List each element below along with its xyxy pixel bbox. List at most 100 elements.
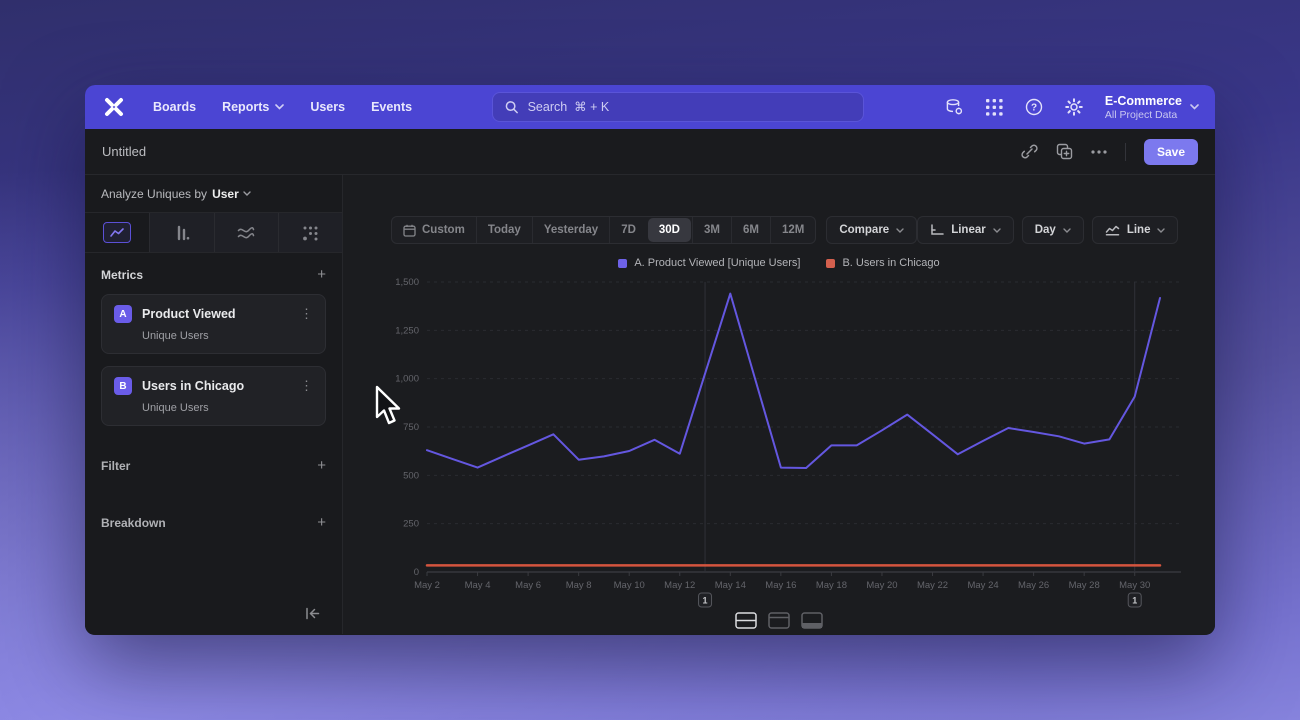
search-bar[interactable] — [492, 92, 865, 122]
data-management-icon[interactable] — [945, 98, 964, 117]
metric-badge-b: B — [114, 377, 132, 395]
analyze-entity-selector[interactable]: User — [212, 187, 251, 201]
nav-item-reports[interactable]: Reports — [222, 100, 285, 114]
svg-text:May 22: May 22 — [917, 580, 948, 591]
nav-item-users[interactable]: Users — [310, 100, 345, 114]
legend-item-b[interactable]: B. Users in Chicago — [826, 257, 940, 269]
chart-type-label: Line — [1126, 224, 1151, 236]
svg-text:750: 750 — [403, 422, 419, 433]
app-window: Boards Reports Users Events ? — [85, 85, 1215, 635]
apps-grid-icon[interactable] — [985, 98, 1003, 116]
chevron-down-icon — [993, 227, 1001, 233]
compare-button[interactable]: Compare — [826, 216, 918, 244]
range-12m[interactable]: 12M — [769, 217, 815, 243]
legend-label: B. Users in Chicago — [842, 257, 940, 269]
nav-item-label: Users — [310, 100, 346, 114]
date-range-group: Custom Today Yesterday 7D 30D 3M 6M 12M — [391, 216, 817, 244]
viz-tab-line-selected[interactable] — [85, 213, 149, 252]
visualization-tabs — [85, 213, 342, 253]
svg-text:May 20: May 20 — [866, 580, 897, 591]
interval-label: Day — [1034, 224, 1056, 236]
svg-text:May 24: May 24 — [967, 580, 998, 591]
analyze-row: Analyze Uniques by User — [85, 175, 342, 213]
metric-name: Product Viewed — [142, 307, 236, 321]
metric-card-a[interactable]: A Product Viewed ⋮ Unique Users — [101, 294, 326, 354]
add-metric-button[interactable]: + — [317, 266, 326, 283]
line-chart-icon — [103, 222, 132, 243]
calendar-icon — [403, 224, 416, 237]
range-today[interactable]: Today — [475, 217, 532, 243]
range-3m[interactable]: 3M — [692, 217, 731, 243]
search-icon — [506, 101, 519, 114]
project-name: E-Commerce — [1104, 93, 1182, 108]
svg-text:May 6: May 6 — [515, 580, 541, 591]
chevron-down-icon — [1190, 104, 1199, 110]
svg-text:May 2: May 2 — [414, 580, 440, 591]
range-30d-selected[interactable]: 30D — [647, 218, 691, 242]
metrics-section: Metrics + A Product Viewed ⋮ Unique User… — [85, 253, 342, 426]
nav-item-events[interactable]: Events — [371, 100, 412, 114]
analyze-label: Analyze Uniques by — [101, 186, 208, 201]
metric-subtitle[interactable]: Unique Users — [142, 330, 209, 342]
viz-tab-flows[interactable] — [213, 213, 278, 252]
metric-badge-a: A — [114, 305, 132, 323]
range-yesterday[interactable]: Yesterday — [531, 217, 609, 243]
nav-item-label: Events — [371, 100, 413, 114]
duplicate-icon[interactable] — [1056, 143, 1073, 160]
viz-tab-bar[interactable] — [149, 213, 214, 252]
layout-bottom-icon[interactable] — [801, 612, 823, 629]
more-options-icon[interactable] — [1091, 149, 1107, 154]
copy-link-icon[interactable] — [1021, 143, 1038, 160]
chart-toolbar: Custom Today Yesterday 7D 30D 3M 6M 12M … — [391, 216, 1179, 244]
chart-type-dropdown[interactable]: Line — [1091, 216, 1179, 244]
range-label: Custom — [422, 224, 465, 236]
search-input[interactable] — [527, 100, 852, 114]
layout-split-icon[interactable] — [735, 612, 757, 629]
compare-label: Compare — [839, 224, 890, 236]
help-icon[interactable]: ? — [1025, 98, 1043, 116]
interval-dropdown[interactable]: Day — [1021, 216, 1084, 244]
range-7d[interactable]: 7D — [609, 217, 647, 243]
save-button[interactable]: Save — [1143, 138, 1198, 165]
breakdown-section: Breakdown + — [85, 501, 342, 530]
scale-dropdown[interactable]: Linear — [917, 216, 1014, 244]
axis-scale-icon — [931, 224, 944, 235]
svg-text:May 18: May 18 — [816, 580, 847, 591]
project-subtitle: All Project Data — [1104, 108, 1178, 121]
query-sidebar: Analyze Uniques by User — [85, 175, 343, 634]
line-chart[interactable]: 0 250 500 750 1,000 1,250 1,500 May 2 May 4 May 6… — [343, 265, 1215, 617]
range-custom[interactable]: Custom — [392, 217, 476, 243]
layout-top-icon[interactable] — [768, 612, 790, 629]
mixpanel-logo-icon[interactable] — [101, 94, 127, 120]
range-label: Yesterday — [543, 224, 599, 236]
metric-kebab-icon[interactable]: ⋮ — [300, 378, 313, 393]
range-6m[interactable]: 6M — [730, 217, 770, 243]
metric-card-b[interactable]: B Users in Chicago ⋮ Unique Users — [101, 366, 326, 426]
metric-subtitle[interactable]: Unique Users — [142, 402, 209, 414]
svg-text:May 4: May 4 — [465, 580, 491, 591]
project-switcher[interactable]: E-Commerce All Project Data — [1105, 94, 1199, 121]
svg-text:1,000: 1,000 — [395, 374, 419, 385]
flows-icon — [237, 226, 255, 238]
range-label: Today — [487, 224, 521, 236]
svg-text:May 26: May 26 — [1018, 580, 1049, 591]
layout-toggles — [735, 612, 823, 629]
settings-gear-icon[interactable] — [1065, 98, 1083, 116]
legend-item-a[interactable]: A. Product Viewed [Unique Users] — [618, 257, 800, 269]
svg-text:May 10: May 10 — [614, 580, 645, 591]
report-title[interactable]: Untitled — [102, 144, 147, 159]
svg-text:May 30: May 30 — [1119, 580, 1150, 591]
collapse-sidebar-icon[interactable] — [305, 607, 320, 620]
legend-swatch-b — [826, 258, 836, 268]
viz-tab-retention[interactable] — [277, 213, 342, 252]
metric-kebab-icon[interactable]: ⋮ — [300, 306, 313, 321]
scale-label: Linear — [951, 224, 986, 236]
breakdown-title: Breakdown — [101, 515, 166, 530]
nav-item-boards[interactable]: Boards — [153, 100, 196, 114]
svg-text:250: 250 — [403, 519, 419, 530]
add-filter-button[interactable]: + — [317, 457, 326, 474]
add-breakdown-button[interactable]: + — [317, 514, 326, 531]
chart-legend: A. Product Viewed [Unique Users] B. User… — [343, 257, 1215, 269]
svg-text:?: ? — [1031, 103, 1037, 114]
